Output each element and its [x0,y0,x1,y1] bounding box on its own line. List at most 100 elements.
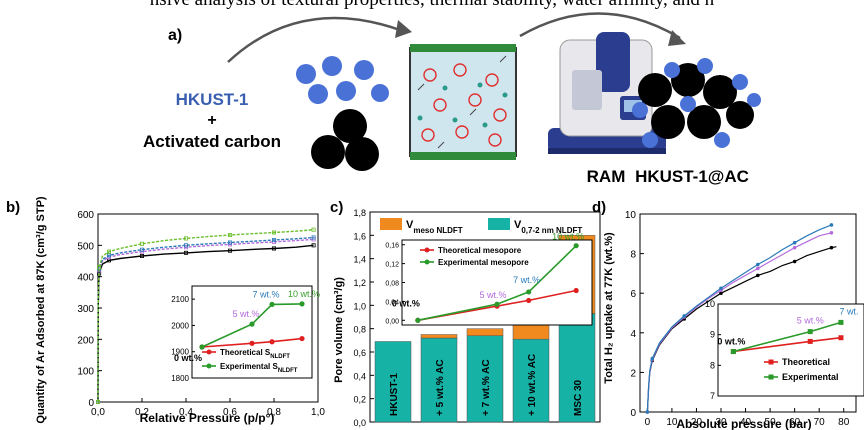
bar-segment [558,313,596,423]
y-tick-label: 2 [630,368,636,379]
y-tick-label: 0,2 [353,395,366,405]
inset-point [249,321,255,327]
uptake-point [650,356,655,361]
inset-y-tick-label: 2100 [171,295,189,304]
inset-point-label: 5 wt.% [797,316,824,326]
inset-y-tick-label: 0,16 [385,243,399,250]
panel-c-label: c) [330,199,343,216]
inset-point [838,335,844,341]
isotherm-point [311,227,316,232]
category-label: + 7 wt.% AC [481,359,492,416]
inset-point-label: 0 wt.% [717,337,745,347]
legend-marker [768,374,774,380]
plus-label: + [207,112,216,129]
inset-y-tick-label: 0,08 [385,281,399,288]
uptake-point [792,240,797,245]
isotherm-point [227,240,232,245]
inset-point-label: 5 wt.% [479,290,506,300]
x-tick-label: 70 [814,417,826,428]
inset-point [269,301,275,307]
isotherm-point [107,249,112,254]
isotherm-point [271,238,276,243]
inset-point-label: 10 wt.% [552,232,584,242]
inset-y-tick-label: 1800 [171,374,189,383]
ram-label: RAM [587,167,626,186]
chart-d: d) Total H₂ uptake at 77K (wt.%) Absolut… [592,199,864,430]
inset-point [249,340,255,346]
inset-y-tick-label: 2000 [171,321,189,330]
inset-point-label: 5 wt.% [232,309,259,319]
chart-c-ylabel: Pore volume (cm³/g) [333,277,345,383]
uptake-point [756,262,760,267]
isotherm-point [107,253,112,258]
category-label: HKUST-1 [389,373,400,416]
x-tick-label: 0,2 [135,407,149,418]
x-tick-label: 50 [765,417,777,428]
legend-label: Experimental [782,372,839,382]
y-tick-label: 0 [630,408,636,419]
y-tick-label: 0,4 [353,371,366,381]
legend-marker [424,259,430,265]
header-text: nsive analysis of textural properties, t… [0,0,864,11]
uptake-point [756,266,760,271]
inset-point [199,344,205,350]
isotherm-point [139,247,144,252]
arrow-icon [227,16,401,63]
arrow-icon [519,12,681,40]
y-tick-label: 1,6 [353,231,366,241]
uptake-point [719,291,723,295]
x-tick-label: 10 [666,417,678,428]
panel-a-label: a) [168,27,182,44]
chart-d-xlabel: Absolute pressure (bar) [676,417,811,430]
y-tick-label: 1,2 [353,278,366,288]
x-tick-label: 0,8 [267,407,281,418]
chart-b-ylabel: Quantity of Ar Adsorbed at 87K (cm³/g ST… [35,196,47,423]
product-label: HKUST-1@AC [635,167,749,186]
inset-point-label: 0 wt.% [174,353,202,363]
inset-point-label: 7 wt.% [252,289,279,299]
bar-segment [466,335,504,423]
y-tick-label: 8 [630,250,636,261]
bar-segment [512,338,550,423]
isotherm-point [183,250,188,255]
inset-point [573,287,579,294]
inset-y-tick-label: 8 [710,360,715,370]
uptake-point [719,286,723,291]
isotherm-point [227,232,232,237]
panel-d-label: d) [592,199,606,216]
uptake-point [792,245,797,250]
inset-point [730,349,736,355]
product-particles [632,58,761,148]
legend-marker [206,349,212,355]
legend-marker [424,247,430,253]
uptake-point [682,314,686,318]
inset-point [415,317,421,323]
x-tick-label: 20 [691,417,703,428]
inset-point [573,243,579,249]
y-tick-label: 100 [77,367,94,378]
inset-y-tick-label: 0,00 [385,318,399,325]
isotherm-point [97,265,102,270]
inset-frame [401,239,593,326]
legend-label: Theoretical mesopore [438,246,522,255]
legend-marker [206,363,212,369]
category-label: + 5 wt.% AC [435,359,446,416]
arrow-head-icon [395,20,412,38]
inset-point [299,335,305,342]
x-tick-label: 0,0 [91,407,105,418]
inset-series-line [417,245,577,322]
isotherm-point [311,235,316,240]
x-tick-label: 40 [740,417,752,428]
inset-point [807,329,813,335]
x-tick-label: 80 [838,417,850,428]
uptake-point [829,245,834,250]
reactant-carbon-label: Activated carbon [143,132,281,151]
inset-y-tick-label: 10 [705,299,715,309]
inset-point [269,339,275,345]
inset-y-tick-label: 0,12 [385,262,399,269]
uptake-point [756,273,760,278]
y-tick-label: 1,0 [353,301,366,311]
x-tick-label: 1,0 [311,407,325,418]
inset-frame [191,285,313,379]
